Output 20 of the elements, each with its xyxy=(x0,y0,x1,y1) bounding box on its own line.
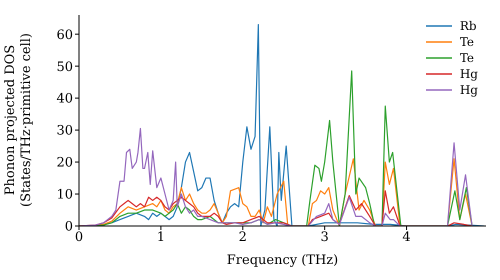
x-tick-label: 4 xyxy=(402,230,411,246)
x-tick-label: 1 xyxy=(156,230,166,246)
y-tick-label: 30 xyxy=(56,124,73,139)
legend-label: Hg xyxy=(460,83,478,97)
y-axis-title: Phonon projected DOS (States/THz·primitive cell) xyxy=(3,32,34,208)
y-tick-label: 50 xyxy=(56,60,73,75)
x-tick-label: 0 xyxy=(74,230,84,246)
y-tick-label: 40 xyxy=(56,92,73,107)
x-tick-label: 2 xyxy=(238,230,247,246)
legend-label: Rb xyxy=(460,19,477,33)
legend-label: Te xyxy=(460,35,474,49)
x-tick-label: 3 xyxy=(320,230,329,246)
legend-label: Te xyxy=(460,51,474,65)
x-axis-title: Frequency (THz) xyxy=(226,253,338,268)
y-tick-label: 20 xyxy=(56,156,73,171)
legend-label: Hg xyxy=(460,67,478,81)
y-tick-label: 60 xyxy=(56,28,73,43)
y-tick-label: 10 xyxy=(56,188,73,203)
line-series xyxy=(79,128,473,226)
y-tick-label: 0 xyxy=(64,220,73,235)
